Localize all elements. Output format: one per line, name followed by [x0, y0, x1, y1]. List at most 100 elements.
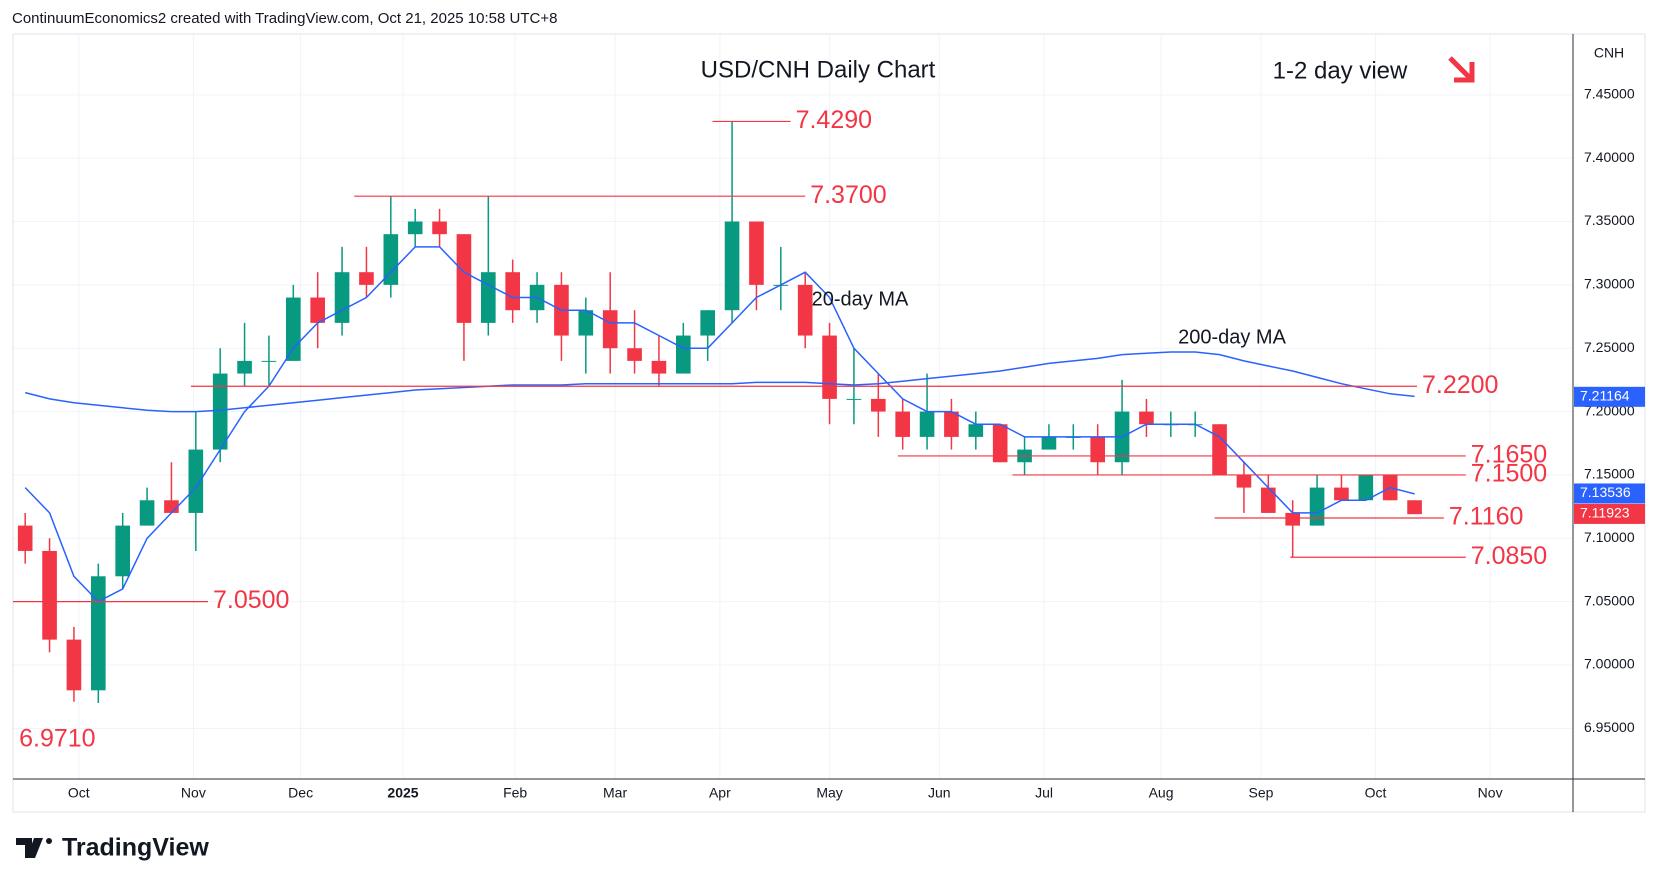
price-badge-label: 7.21164	[1580, 388, 1630, 404]
level-label: 6.9710	[19, 724, 95, 752]
candle-body	[505, 272, 520, 311]
y-tick-label: 7.05000	[1584, 592, 1635, 608]
x-tick-label: Dec	[288, 785, 313, 801]
candle-body	[1309, 487, 1325, 526]
candle-body	[1236, 474, 1252, 488]
subtitle: 1-2 day view	[1273, 57, 1408, 84]
frame	[12, 33, 1646, 813]
candle-body	[651, 360, 667, 374]
price-badge-label: 7.13536	[1580, 484, 1631, 500]
price-badge-label: 7.11923	[1580, 505, 1630, 521]
candle-body	[749, 221, 764, 285]
level-label: 7.1500	[1471, 460, 1547, 488]
candle-body	[895, 411, 910, 437]
candle-body	[212, 373, 228, 450]
level-label: 7.1160	[1449, 503, 1524, 531]
x-tick-label: Feb	[503, 785, 527, 801]
moving-average-line	[25, 351, 1415, 413]
y-tick-label: 6.95000	[1584, 719, 1635, 735]
candle-body	[700, 310, 715, 336]
candle-body	[676, 335, 691, 374]
candle-body	[1285, 512, 1300, 526]
x-tick-label: Oct	[68, 785, 90, 801]
x-tick-label: Apr	[709, 785, 731, 801]
candle-body	[1334, 487, 1349, 501]
candle-body	[66, 639, 82, 691]
candle-body	[871, 398, 886, 412]
x-tick-label: Jun	[928, 785, 951, 801]
candle-body	[432, 221, 447, 235]
brand-logo	[16, 838, 52, 858]
candle-body	[919, 411, 935, 437]
price-badge	[1574, 503, 1645, 524]
x-tick-label: Aug	[1149, 785, 1174, 801]
y-tick-label: 7.00000	[1584, 656, 1635, 672]
candle-body	[944, 411, 959, 437]
candle-body	[115, 525, 130, 577]
x-tick-label: Jul	[1035, 785, 1053, 801]
currency-label: CNH	[1594, 45, 1624, 61]
x-tick-label: Nov	[181, 785, 206, 801]
level-label: 7.1650	[1471, 441, 1547, 469]
candle-body	[968, 424, 984, 437]
level-label: 7.4290	[796, 106, 872, 134]
ma-label: 200-day MA	[1178, 326, 1286, 348]
x-tick-label: 2025	[387, 785, 418, 801]
candle-body	[42, 550, 57, 640]
chart-title: USD/CNH Daily Chart	[701, 56, 936, 83]
candle-body	[261, 360, 277, 362]
down-arrow-icon	[1448, 56, 1475, 83]
candle-body	[822, 335, 837, 399]
x-tick-label: Sep	[1249, 785, 1274, 801]
y-tick-label: 7.40000	[1584, 149, 1635, 165]
y-tick-label: 7.30000	[1584, 276, 1635, 292]
candle-body	[1090, 436, 1105, 463]
y-tick-label: 7.35000	[1584, 212, 1635, 228]
x-tick-label: Oct	[1365, 785, 1387, 801]
candle-body	[1407, 500, 1422, 515]
y-tick-label: 7.25000	[1584, 339, 1635, 355]
moving-average-line	[24, 246, 1415, 603]
candle-body	[286, 297, 301, 361]
candle-body	[578, 310, 594, 336]
candle-body	[602, 310, 618, 349]
candle-body	[797, 284, 813, 336]
level-label: 7.3700	[810, 181, 886, 209]
price-badge	[1574, 483, 1645, 504]
candle-body	[627, 348, 642, 361]
candle-body	[1358, 474, 1374, 501]
level-label: 7.0500	[213, 586, 289, 614]
candle-body	[310, 297, 325, 323]
header: ContinuumEconomics2 created with Trading…	[12, 10, 557, 27]
candle-body	[334, 272, 350, 323]
y-tick-label: 7.45000	[1584, 86, 1635, 102]
ma-label: 20-day MA	[812, 288, 909, 310]
candle-body	[724, 221, 740, 311]
level-label: 7.2200	[1422, 371, 1498, 399]
y-tick-label: 7.10000	[1584, 529, 1635, 545]
candle-body	[91, 576, 106, 691]
candle-body	[383, 234, 399, 285]
candle-body	[188, 449, 204, 513]
candle-body	[1041, 436, 1057, 450]
candle-body	[407, 221, 423, 235]
grid	[13, 34, 1573, 779]
level-label: 7.0850	[1471, 542, 1547, 570]
candle-body	[359, 272, 374, 285]
candle-body	[1261, 487, 1276, 513]
y-tick-label: 7.15000	[1584, 466, 1635, 482]
x-tick-label: Nov	[1478, 785, 1503, 801]
candle-body	[481, 272, 496, 323]
x-tick-label: Mar	[603, 785, 627, 801]
price-badge	[1574, 386, 1645, 407]
candle-body	[992, 424, 1008, 463]
x-tick-label: May	[816, 785, 842, 801]
brand: TradingView	[62, 834, 209, 862]
candle-body	[456, 234, 472, 323]
candle-body	[1212, 424, 1227, 475]
candle-body	[17, 525, 33, 551]
candle-body	[1139, 411, 1154, 425]
candle-body	[237, 360, 252, 374]
candle-body	[139, 500, 155, 526]
